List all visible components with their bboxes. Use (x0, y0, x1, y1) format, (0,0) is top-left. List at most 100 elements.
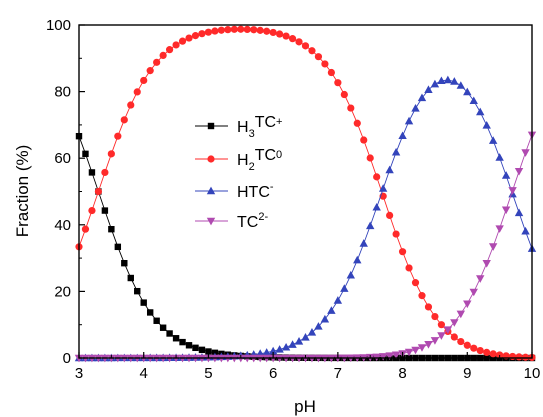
data-point-H2TC0 (470, 344, 478, 352)
data-point-HTC- (437, 76, 446, 85)
data-point-H2TC0 (146, 67, 154, 75)
data-point-H2TC0 (185, 34, 193, 42)
data-point-H2TC0 (198, 30, 206, 38)
data-point-HTC- (346, 270, 355, 279)
data-point-H2TC0 (373, 173, 381, 181)
data-point-H2TC0 (463, 341, 471, 349)
data-point-H2TC0 (81, 225, 90, 233)
data-point-H2TC0 (515, 353, 523, 361)
y-tick-label: 60 (54, 150, 71, 167)
data-point-TC2- (437, 332, 446, 340)
x-tick-label: 4 (140, 365, 148, 382)
x-tick-label: 8 (398, 365, 406, 382)
data-point-HTC- (443, 75, 453, 84)
data-point-TC2- (476, 275, 485, 283)
series-H2TC0 (75, 25, 536, 362)
data-point-TC2- (443, 326, 453, 334)
legend-item-H2TC0: H2TC0 (195, 147, 282, 173)
data-point-H3TC+ (134, 287, 141, 295)
data-point-H2TC0 (263, 27, 271, 35)
legend-label-sub: 3 (249, 128, 255, 140)
series-H3TC+ (75, 132, 536, 362)
data-point-H3TC+ (179, 338, 186, 346)
data-point-H2TC0 (483, 348, 491, 357)
legend-label-sup: + (276, 116, 282, 128)
legend-marker (206, 217, 216, 226)
y-axis-title: Fraction (%) (13, 145, 32, 238)
legend-label-sub: 2 (249, 161, 255, 173)
data-point-HTC- (488, 136, 498, 144)
data-point-TC2- (430, 337, 440, 345)
series-layer (74, 25, 537, 363)
data-point-H2TC0 (398, 248, 407, 256)
data-point-H2TC0 (437, 321, 445, 329)
data-point-H3TC+ (140, 299, 147, 306)
data-point-H2TC0 (101, 168, 109, 177)
data-point-H3TC+ (127, 274, 134, 282)
data-point-H2TC0 (347, 104, 355, 112)
data-point-H2TC0 (321, 60, 329, 68)
data-point-H2TC0 (178, 37, 187, 45)
y-tick-label: 100 (46, 17, 71, 34)
data-point-HTC- (275, 345, 284, 353)
data-point-H3TC+ (192, 344, 199, 352)
data-point-HTC- (327, 306, 336, 314)
legend-label-sup: 2- (258, 211, 268, 223)
data-point-H2TC0 (353, 119, 361, 127)
data-point-H3TC+ (114, 243, 122, 251)
legend-label-sup: - (270, 181, 274, 193)
data-point-HTC- (514, 208, 524, 217)
y-tick-label: 80 (54, 84, 71, 101)
legend-label: H3TC+ (237, 114, 282, 140)
data-point-H2TC0 (172, 41, 180, 49)
data-point-TC2- (404, 348, 414, 357)
data-point-H2TC0 (133, 88, 141, 96)
series-HTC- (74, 75, 537, 362)
data-point-TC2- (501, 206, 511, 215)
legend-label-label_rest: TC (255, 147, 276, 164)
data-point-H3TC+ (88, 169, 96, 176)
legend-label: HTC- (237, 181, 274, 201)
data-point-H3TC+ (166, 330, 173, 337)
data-point-TC2- (488, 243, 498, 251)
series-line-TC2- (79, 134, 533, 359)
data-point-TC2- (495, 225, 504, 233)
data-point-HTC- (456, 81, 466, 89)
data-point-H2TC0 (256, 26, 264, 34)
data-point-H2TC0 (250, 26, 258, 34)
legend-label: H2TC0 (237, 147, 282, 173)
data-point-H2TC0 (107, 150, 115, 158)
data-point-H2TC0 (405, 264, 413, 272)
data-point-HTC- (430, 79, 440, 88)
data-point-H2TC0 (295, 38, 303, 46)
data-point-H2TC0 (496, 351, 504, 359)
data-point-H2TC0 (308, 47, 316, 55)
data-point-TC2- (508, 187, 517, 195)
data-point-TC2- (385, 352, 394, 360)
data-point-H2TC0 (450, 333, 458, 341)
data-point-TC2- (391, 351, 401, 360)
legend-label-sup: 0 (276, 149, 282, 161)
x-tick-label: 6 (269, 365, 277, 382)
legend-item-TC2-: TC2- (195, 211, 268, 231)
data-point-H3TC+ (101, 207, 109, 214)
data-point-H2TC0 (191, 32, 200, 40)
data-point-HTC- (450, 77, 459, 85)
series-line-H3TC+ (78, 136, 532, 359)
data-point-H2TC0 (114, 132, 122, 140)
data-point-H2TC0 (314, 53, 323, 61)
data-point-H2TC0 (217, 26, 225, 34)
data-point-H2TC0 (153, 58, 161, 66)
data-point-H2TC0 (230, 25, 238, 33)
data-point-H3TC+ (172, 335, 180, 342)
data-point-HTC- (495, 153, 504, 161)
data-point-H2TC0 (521, 353, 530, 361)
data-point-HTC- (268, 346, 278, 355)
data-point-H2TC0 (334, 79, 342, 87)
data-point-H2TC0 (282, 32, 290, 40)
data-point-H2TC0 (476, 346, 484, 355)
data-point-TC2- (411, 346, 420, 355)
data-point-H3TC+ (121, 259, 128, 267)
legend-label-label_rest: TC (255, 114, 276, 131)
data-point-H2TC0 (120, 116, 128, 124)
